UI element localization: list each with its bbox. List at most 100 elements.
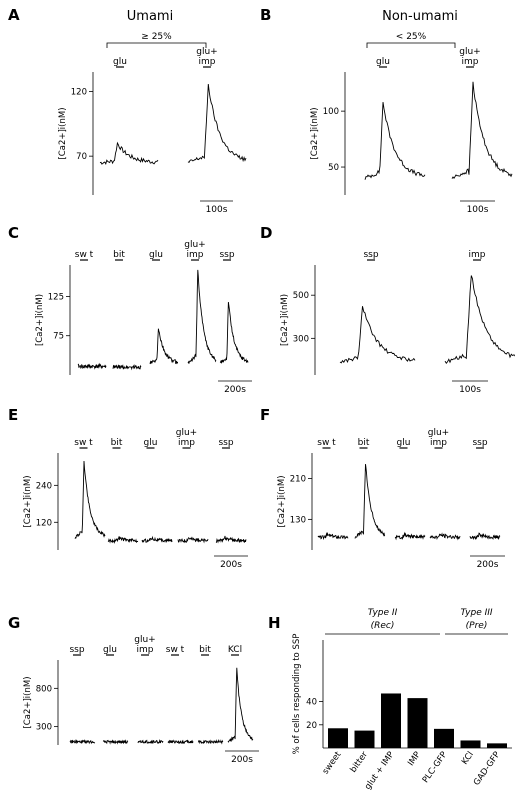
scale-bar-label: 100s xyxy=(459,385,481,395)
panel-H: H Type II (Rec) Type III (Pre) 20 40 % of cells… xyxy=(268,608,512,792)
trace xyxy=(469,532,501,541)
scale-bar-label: 200s xyxy=(224,385,246,395)
trace xyxy=(149,328,178,365)
trace xyxy=(102,739,129,745)
panel-label: H xyxy=(268,614,281,632)
bracket xyxy=(366,42,456,48)
bar-gad-gfp xyxy=(487,743,507,748)
trace xyxy=(141,535,173,544)
y-tick-label: 300 xyxy=(36,723,52,733)
scale-bar-label: 100s xyxy=(467,205,489,215)
panel-B: B Non-umami < 25% 100 50 [Ca2+]i(nM) glu glu+im… xyxy=(260,6,513,215)
x-tick-label: PLC-GFP xyxy=(421,750,450,785)
stimulus-label: imp xyxy=(469,250,486,260)
stimulus-label: sw t xyxy=(317,438,336,448)
stimulus-label: bit xyxy=(113,250,125,260)
scale-bar-label: 200s xyxy=(477,560,499,570)
stimulus-label: bit xyxy=(358,438,370,448)
y-tick-label: 240 xyxy=(36,481,52,491)
stimulus-label: glu+ xyxy=(196,47,217,57)
trace xyxy=(77,362,107,370)
stimulus-label: glu xyxy=(113,57,127,67)
y-tick-label: 120 xyxy=(36,518,52,528)
stimulus-label: glu+ xyxy=(176,428,197,438)
trace xyxy=(339,306,416,364)
trace xyxy=(219,301,249,364)
trace xyxy=(177,536,209,544)
x-tick-label: GAD-GFP xyxy=(472,750,503,788)
bracket xyxy=(106,42,207,48)
panel-label: C xyxy=(8,224,19,242)
y-axis-label: [Ca2+]i(nM) xyxy=(23,676,33,728)
group-title: Type III xyxy=(460,608,492,618)
group-title: Type II xyxy=(368,608,398,618)
y-axis-label: % of cells responding to SSP xyxy=(292,634,302,755)
bar-glut-imp xyxy=(381,693,401,748)
y-tick-label: 120 xyxy=(71,87,87,97)
panel-label: A xyxy=(8,6,20,24)
stimulus-label: imp xyxy=(462,57,479,67)
y-tick-label: 20 xyxy=(306,721,317,731)
trace xyxy=(215,535,247,544)
y-tick-label: 40 xyxy=(306,698,317,708)
y-tick-label: 300 xyxy=(293,334,309,344)
y-tick-label: 800 xyxy=(36,684,52,694)
stimulus-label: imp xyxy=(199,57,216,67)
trace xyxy=(112,364,142,371)
panel-header: Non-umami xyxy=(382,9,458,24)
stimulus-label: sw t xyxy=(166,645,185,655)
panel-label: B xyxy=(260,6,271,24)
panel-D: D 500 300[Ca2+]i(nM) ssp imp 100s xyxy=(260,224,515,395)
stimulus-label: bit xyxy=(199,645,211,655)
panel-G: G 800 300[Ca2+]i(nM) ssp glu glu+imp sw t bit KC… xyxy=(8,614,259,765)
y-tick-label: 500 xyxy=(293,291,309,301)
trace xyxy=(394,531,426,541)
x-tick-label: bitter xyxy=(348,750,370,775)
trace xyxy=(197,738,224,745)
panel-label: E xyxy=(8,406,18,424)
y-axis-label: [Ca2+]i(nM) xyxy=(23,475,33,527)
y-tick-label: 100 xyxy=(323,107,339,117)
x-tick-label: sweet xyxy=(321,749,344,776)
trace xyxy=(187,269,217,364)
trace xyxy=(429,532,461,541)
y-axis-label: [Ca2+]i(nM) xyxy=(310,107,320,159)
stimulus-label: imp xyxy=(430,438,447,448)
trace xyxy=(137,739,164,745)
stimulus-label: ssp xyxy=(218,438,233,448)
bar-imp xyxy=(407,698,428,748)
y-tick-label: 210 xyxy=(290,475,306,485)
bar-plc-gfp xyxy=(434,728,454,748)
stimulus-label: glu+ xyxy=(134,635,155,645)
scale-bar-label: 200s xyxy=(220,560,242,570)
stimulus-label: ssp xyxy=(472,438,487,448)
y-axis-label: [Ca2+]i(nM) xyxy=(35,294,45,346)
panel-label: F xyxy=(260,406,270,424)
scale-bar-label: 200s xyxy=(231,755,253,765)
panel-header: Umami xyxy=(127,9,173,24)
trace xyxy=(74,460,106,539)
panel-label: D xyxy=(260,224,272,242)
group-subtitle: (Pre) xyxy=(466,621,488,631)
y-tick-label: 125 xyxy=(48,292,64,302)
trace xyxy=(444,275,515,364)
y-tick-label: 130 xyxy=(290,515,306,525)
trace xyxy=(451,81,513,179)
x-tick-label: IMP xyxy=(406,750,423,768)
panel-E: E 240 120[Ca2+]i(nM) sw t bit glu glu+imp ssp 20… xyxy=(8,406,248,570)
y-axis-label: [Ca2+]i(nM) xyxy=(280,294,290,346)
stimulus-label: glu+ xyxy=(428,428,449,438)
stimulus-label: glu+ xyxy=(184,240,205,250)
stimulus-label: sw t xyxy=(74,438,93,448)
stimulus-label: ssp xyxy=(219,250,234,260)
bar-bitter xyxy=(354,730,375,748)
trace xyxy=(354,464,386,539)
panel-label: G xyxy=(8,614,20,632)
trace xyxy=(317,531,349,541)
stimulus-label: imp xyxy=(137,645,154,655)
trace xyxy=(187,83,247,164)
group-subtitle: (Rec) xyxy=(371,621,395,631)
stimulus-label: sw t xyxy=(75,250,94,260)
trace xyxy=(364,102,426,180)
